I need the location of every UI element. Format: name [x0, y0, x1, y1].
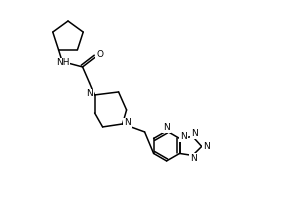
Text: N: N — [163, 123, 170, 132]
Text: O: O — [96, 50, 103, 59]
Text: N: N — [86, 89, 93, 98]
Text: N: N — [180, 132, 187, 141]
Text: N: N — [124, 118, 131, 127]
Text: N: N — [190, 154, 197, 163]
Text: N: N — [191, 129, 198, 138]
Text: N: N — [203, 142, 210, 151]
Text: NH: NH — [56, 58, 69, 67]
